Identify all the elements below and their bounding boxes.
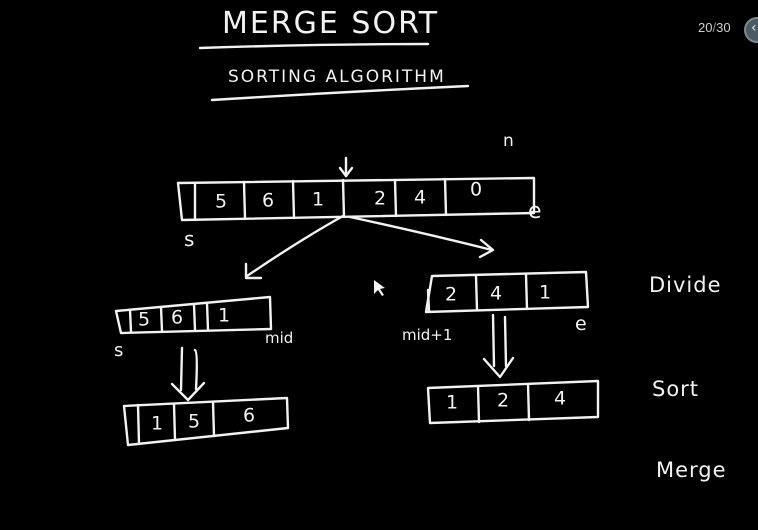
right-sorted-array: 1 2 4 [426, 379, 600, 425]
main-array-cell: 6 [262, 190, 274, 212]
right-sorted-cell: 4 [554, 388, 566, 410]
page-counter: 20/30 [698, 20, 731, 35]
page-current: 20 [698, 20, 713, 35]
left-half-cell: 1 [218, 305, 230, 327]
left-half-cell: 6 [171, 307, 183, 329]
right-start-label: mid+1 [402, 326, 452, 344]
slide-nav-button[interactable]: ‹ [744, 17, 758, 43]
main-array-cell: 0 [470, 179, 482, 201]
right-half-cell: 2 [445, 284, 457, 306]
left-sorted-cell: 5 [188, 411, 200, 433]
main-n-label: n [503, 131, 514, 151]
left-end-label: mid [265, 329, 293, 347]
main-array-cell: 2 [374, 188, 386, 210]
right-half-cell: 4 [490, 283, 502, 305]
left-sorted-array: 1 5 6 [122, 396, 290, 447]
page-total: 30 [716, 20, 731, 35]
main-end-label: e [528, 199, 542, 224]
cursor-icon [374, 280, 385, 296]
left-sorted-cell: 6 [243, 405, 255, 427]
page-separator: / [712, 20, 717, 35]
main-array: 5 6 1 2 4 0 s e n [176, 131, 542, 251]
left-half-cell: 5 [138, 309, 150, 331]
right-half-cell: 1 [539, 282, 551, 304]
main-array-cell: 1 [312, 189, 324, 211]
title: MERGE SORT [222, 6, 439, 41]
right-end-label: e [575, 313, 587, 335]
divide-arrow-right [348, 215, 495, 259]
main-array-cell: 4 [414, 187, 426, 209]
right-sorted-cell: 1 [446, 392, 458, 414]
sort-arrow-right [482, 313, 515, 379]
subtitle-underline [210, 84, 470, 102]
sort-arrow-left [170, 346, 206, 402]
main-start-label: s [184, 227, 194, 251]
right-half-array: 2 4 1 mid+1 e [402, 270, 590, 344]
left-sorted-cell: 1 [151, 413, 163, 435]
divide-arrow-left [244, 214, 345, 280]
subtitle: SORTING ALGORITHM [228, 67, 446, 87]
title-underline [198, 42, 430, 50]
step-merge-label: Merge [656, 458, 727, 482]
mid-pointer-icon [338, 156, 354, 178]
main-array-cell: 5 [215, 191, 227, 213]
left-start-label: s [114, 340, 123, 361]
right-sorted-cell: 2 [497, 390, 509, 412]
step-sort-label: Sort [652, 377, 699, 401]
step-divide-label: Divide [649, 273, 722, 297]
chevron-left-icon: ‹ [751, 20, 757, 36]
